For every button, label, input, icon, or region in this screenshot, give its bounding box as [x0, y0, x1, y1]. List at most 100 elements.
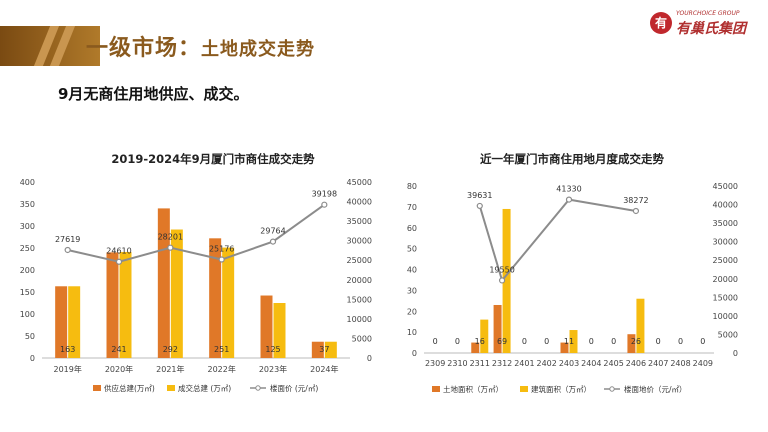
c0-y-left-tick: 50 — [25, 332, 35, 341]
logo-chinese: 有巢氏集团 — [676, 21, 746, 37]
c0-bar-primary — [260, 295, 273, 358]
c0-line-data-label: 24610 — [106, 247, 131, 256]
c0-y-left-tick: 300 — [20, 222, 35, 231]
c1-bar-data-label: 0 — [589, 337, 594, 346]
c1-y-right-tick: 30000 — [713, 238, 738, 247]
c1-y-left-tick: 0 — [412, 349, 417, 358]
c0-x-tick: 2024年 — [310, 364, 338, 374]
c0-y-left-tick: 250 — [20, 244, 35, 253]
c0-price-point — [218, 256, 225, 263]
c1-y-left-tick: 30 — [407, 286, 417, 295]
c1-y-left-tick: 70 — [407, 203, 417, 212]
c0-legend-label: 供应总建(万㎡) — [104, 383, 155, 393]
c0-bar-data-label: 241 — [111, 345, 126, 354]
c0-price-point — [115, 258, 123, 265]
c1-legend-marker — [609, 386, 615, 392]
c1-bar-data-label: 69 — [497, 337, 507, 346]
c1-legend-label: 楼面地价（元/㎡） — [624, 384, 687, 394]
c1-x-tick: 2403 — [559, 359, 579, 368]
c1-bar-secondary — [480, 319, 489, 353]
c1-price-point — [476, 202, 483, 210]
page-title-sub: 土地成交走势 — [201, 39, 316, 60]
c1-bar-primary — [627, 334, 636, 353]
c0-legend-swatch — [93, 385, 101, 391]
c1-y-left-tick: 80 — [407, 182, 417, 191]
c0-price-point — [321, 201, 328, 208]
c0-bar-secondary — [170, 229, 183, 358]
c0-line-data-label: 27619 — [55, 235, 80, 244]
c0-bar-data-label: 292 — [163, 345, 178, 354]
c0-legend-label: 楼面价 (元/㎡) — [270, 383, 318, 393]
c0-y-right-tick: 40000 — [347, 198, 372, 207]
c1-bar-data-label: 26 — [631, 337, 641, 346]
c1-bar-data-label: 0 — [544, 337, 549, 346]
c1-x-tick: 2407 — [648, 359, 668, 368]
c1-x-tick: 2409 — [693, 359, 713, 368]
slide-subtitle: 9月无商住用地供应、成交。 — [58, 85, 249, 103]
c1-y-left-tick: 20 — [407, 307, 417, 316]
c1-y-right-tick: 40000 — [713, 201, 738, 210]
c1-legend-swatch — [520, 386, 528, 392]
c1-y-right-tick: 25000 — [713, 256, 738, 265]
c0-bar-secondary — [273, 303, 286, 358]
c0-y-right-tick: 45000 — [347, 178, 372, 187]
c0-y-left-tick: 350 — [20, 200, 35, 209]
c1-bar-data-label: 0 — [455, 337, 460, 346]
c0-x-tick: 2021年 — [156, 364, 184, 374]
c1-y-left-tick: 10 — [407, 328, 417, 337]
page-title-main: 一级市场： — [86, 36, 202, 61]
c1-bar-data-label: 11 — [564, 337, 574, 346]
c0-price-point — [64, 246, 71, 254]
c1-bar-data-label: 0 — [433, 337, 438, 346]
c0-x-tick: 2019年 — [53, 364, 81, 374]
c0-bar-primary — [106, 252, 119, 358]
c0-y-right-tick: 25000 — [347, 256, 372, 265]
c0-y-right-tick: 35000 — [347, 217, 372, 226]
company-logo: 有 YOURCHOICE GROUP 有巢氏集团 — [650, 10, 760, 40]
c1-line-data-label: 41330 — [556, 185, 581, 194]
c0-bar-secondary — [222, 247, 235, 358]
c1-x-tick: 2311 — [470, 359, 490, 368]
c1-bar-primary — [560, 342, 569, 353]
c0-bar-primary — [209, 238, 222, 358]
c0-line-data-label: 28201 — [158, 233, 183, 242]
c1-bar-primary — [471, 342, 480, 353]
c0-y-right-tick: 0 — [367, 354, 372, 363]
c0-price-point — [167, 244, 174, 251]
c0-legend-label: 成交总建 (万㎡) — [178, 383, 231, 393]
c1-line-data-label: 38272 — [623, 196, 648, 205]
c0-x-tick: 2022年 — [207, 364, 235, 374]
c0-line-data-label: 39198 — [312, 190, 337, 199]
c0-y-left-tick: 150 — [20, 288, 35, 297]
c1-x-tick: 2406 — [626, 359, 646, 368]
c0-bar-secondary — [119, 251, 132, 358]
c1-bar-data-label: 16 — [475, 337, 485, 346]
c0-y-right-tick: 20000 — [347, 276, 372, 285]
c0-bar-primary — [157, 208, 170, 358]
c0-y-right-tick: 5000 — [352, 334, 372, 343]
c0-x-tick: 2023年 — [259, 364, 287, 374]
c0-price-line — [67, 203, 325, 263]
c0-bar-data-label: 37 — [319, 345, 329, 354]
c1-bar-secondary — [636, 298, 645, 353]
c1-price-point — [632, 207, 640, 215]
c0-bar-primary — [311, 341, 324, 358]
c1-bar-data-label: 0 — [700, 337, 705, 346]
c0-line-data-label: 29764 — [260, 227, 285, 236]
c0-y-left-tick: 0 — [30, 354, 35, 363]
c1-y-left-tick: 60 — [407, 224, 417, 233]
c1-y-right-tick: 0 — [733, 349, 738, 358]
c1-bar-secondary — [502, 208, 511, 353]
c0-y-left-tick: 400 — [20, 178, 35, 187]
c1-line-data-label: 19550 — [489, 265, 514, 274]
c0-bar-primary — [55, 286, 68, 358]
c1-x-tick: 2401 — [514, 359, 534, 368]
c1-legend-label: 土地面积（万㎡） — [443, 384, 503, 394]
c0-price-point — [269, 238, 277, 245]
c0-y-right-tick: 15000 — [347, 295, 372, 304]
c1-bar-data-label: 0 — [656, 337, 661, 346]
logo-mark-icon: 有 — [650, 12, 672, 34]
c1-x-tick: 2312 — [492, 359, 512, 368]
c1-y-right-tick: 10000 — [713, 312, 738, 321]
c1-bar-data-label: 0 — [611, 337, 616, 346]
